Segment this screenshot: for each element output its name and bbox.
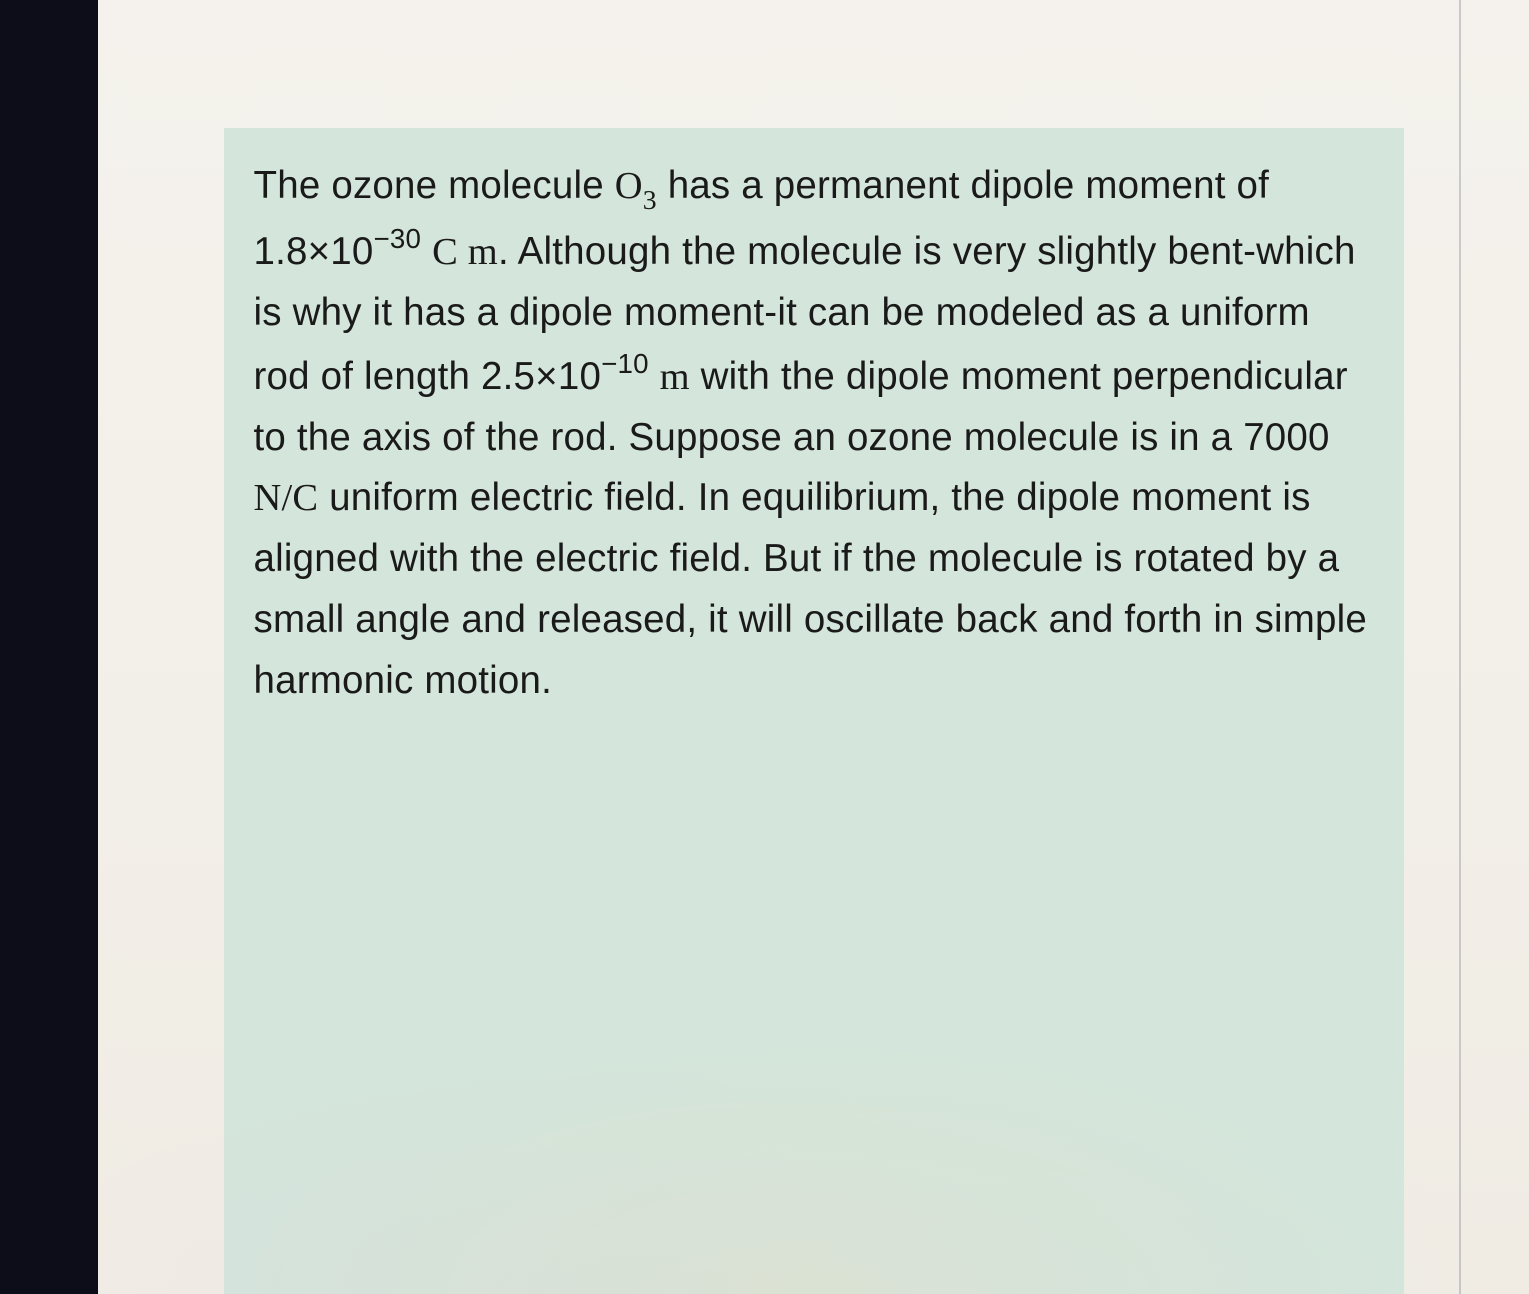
problem-statement-block: The ozone molecule O3 has a permanent di… (224, 128, 1404, 1294)
times-ten-2: ×10 (535, 355, 601, 398)
molecule-formula: O3 (615, 165, 657, 207)
problem-text-intro: The ozone molecule (254, 164, 615, 207)
dipole-unit: C m (432, 231, 498, 273)
length-unit: m (660, 356, 690, 398)
field-unit: N/C (254, 477, 319, 519)
length-exponent: −10 (601, 348, 649, 379)
problem-text-5: uniform electric field. In equilibrium, … (254, 476, 1368, 701)
field-strength: 7000 (1243, 416, 1329, 459)
dark-sidebar (0, 0, 98, 1294)
problem-text-2: has a permanent dipole moment of (657, 164, 1269, 207)
formula-base: O (615, 165, 643, 207)
margin-guide-line (1459, 0, 1461, 1294)
times-ten: ×10 (308, 230, 374, 273)
dipole-exponent: −30 (374, 223, 422, 254)
dipole-value: 1.8 (254, 230, 308, 273)
formula-subscript: 3 (643, 184, 657, 215)
length-value: 2.5 (481, 355, 535, 398)
page-area: The ozone molecule O3 has a permanent di… (98, 0, 1529, 1294)
